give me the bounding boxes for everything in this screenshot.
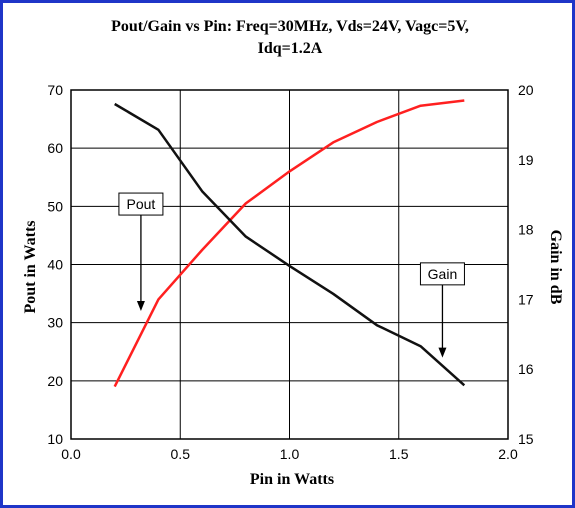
y-right-tick-label: 17	[518, 291, 534, 307]
y-left-tick-label: 70	[47, 82, 63, 98]
callout-arrowhead-gain	[438, 347, 447, 358]
x-tick-label: 0.5	[171, 446, 191, 462]
annotations: Pout Gain	[118, 192, 465, 358]
y-right-axis-title: Gain in dB	[547, 230, 564, 305]
y-right-tick-label: 18	[518, 222, 534, 238]
y-right-axis-ticks: 15 16 17 18 19 20	[518, 82, 534, 447]
chart-title-line2: Idq=1.2A	[258, 40, 323, 57]
y-left-tick-label: 30	[47, 315, 63, 331]
chart-title-line1: Pout/Gain vs Pin: Freq=30MHz, Vds=24V, V…	[111, 18, 469, 35]
x-tick-label: 2.0	[498, 446, 518, 462]
x-tick-label: 1.5	[389, 446, 409, 462]
x-axis-ticks: 0.0 0.5 1.0 1.5 2.0	[61, 446, 518, 462]
y-left-tick-label: 50	[47, 198, 63, 214]
y-right-tick-label: 15	[518, 431, 534, 447]
y-left-tick-label: 20	[47, 373, 63, 389]
y-right-tick-label: 20	[518, 82, 534, 98]
x-tick-label: 1.0	[280, 446, 300, 462]
y-left-axis-title: Pout in Watts	[22, 220, 39, 313]
y-left-tick-label: 60	[47, 140, 63, 156]
y-left-axis-ticks: 10 20 30 40 50 60 70	[47, 82, 63, 447]
y-right-tick-label: 19	[518, 152, 534, 168]
series-group	[113, 99, 466, 388]
y-right-tick-label: 16	[518, 361, 534, 377]
callout-arrowhead-pout	[136, 301, 145, 312]
y-left-tick-label: 40	[47, 257, 63, 273]
series-line-pout	[113, 99, 465, 388]
plot-area	[70, 89, 509, 440]
callout-label-pout: Pout	[127, 196, 156, 212]
series-line-gain	[114, 102, 466, 387]
chart-svg: Pout/Gain vs Pin: Freq=30MHz, Vds=24V, V…	[22, 18, 564, 488]
callout-label-gain: Gain	[428, 266, 458, 282]
y-left-tick-label: 10	[47, 431, 63, 447]
x-tick-label: 0.0	[61, 446, 81, 462]
x-axis-title: Pin in Watts	[250, 471, 334, 488]
